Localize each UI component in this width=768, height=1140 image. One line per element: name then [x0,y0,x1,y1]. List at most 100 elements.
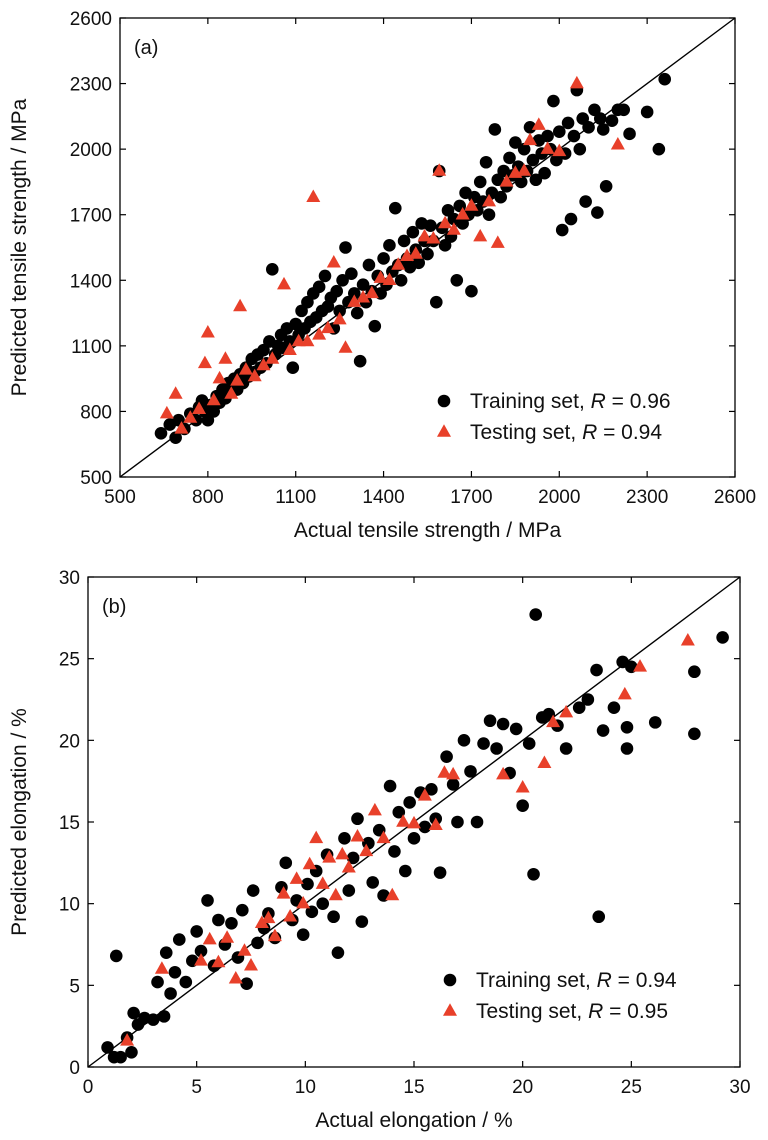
data-point [382,272,397,286]
x-tick-label: 20 [512,1077,533,1098]
data-point [437,765,452,778]
data-point [330,284,344,298]
data-point [359,843,374,857]
data-point [277,276,291,290]
data-point [451,815,464,829]
legend-stat-symbol: R [591,390,606,413]
data-point [537,755,552,768]
legend-text: Testing set, [470,421,582,444]
legend-stat-symbol: R [582,421,597,444]
data-point [322,850,337,863]
data-point [346,851,360,865]
data-point [582,120,595,134]
data-point [538,166,551,180]
data-point [607,701,621,714]
data-point [605,114,619,128]
data-point [499,174,514,187]
data-point [526,153,540,167]
legend-marker-testing [443,1003,457,1016]
data-point [406,225,420,239]
data-point [220,930,235,943]
data-point [523,120,537,134]
legend-label: Testing set, R = 0.94 [470,421,662,444]
data-point [396,814,411,827]
legend-marker-training [437,394,451,408]
data-point [230,373,245,386]
data-point [552,143,567,157]
data-point [421,247,434,261]
data-point [515,779,530,793]
data-point [465,284,478,298]
data-point [265,263,279,276]
data-point [276,886,291,899]
data-point [429,295,443,309]
data-point [157,1010,171,1023]
x-tick-label: 500 [104,487,136,508]
data-point [540,141,555,154]
legend-marker-training [443,973,457,987]
data-point [146,1013,160,1026]
data-point [168,965,182,979]
y-tick-label: 2000 [70,140,112,161]
data-point [151,975,164,989]
data-point [168,386,183,399]
data-point [333,304,346,318]
data-point [433,866,447,879]
data-point [716,631,729,644]
data-point [509,722,523,736]
data-point [517,163,532,176]
legend-label: Training set, R = 0.96 [470,390,671,413]
x-tick-label: 10 [295,1077,316,1098]
data-point [120,1033,135,1046]
data-point [541,129,554,143]
data-point [282,342,297,355]
data-point [450,273,464,287]
data-point [247,368,262,382]
data-point [291,333,306,347]
data-point [617,103,631,117]
data-point [351,812,364,826]
data-point [251,936,264,950]
data-point [438,215,453,229]
data-point [424,219,437,232]
data-point [202,931,217,945]
panel-b: 0 5 10 15 20 25 30 0 5 10 15 20 25 30 Actual elongatio… [8,568,751,1132]
data-point [315,876,330,889]
data-point [320,320,335,334]
data-point [159,405,174,419]
data-point [464,765,477,778]
data-point [305,905,319,919]
data-point [426,231,441,244]
data-point [483,714,497,728]
data-point [356,290,371,303]
y-tick-label: 10 [59,895,80,916]
data-point [522,737,536,750]
data-point [212,913,225,927]
data-point [417,788,432,801]
data-point [555,223,569,237]
data-point [211,954,226,968]
data-point [564,212,578,226]
data-point [567,129,581,143]
legend-text: Training set, [470,390,591,413]
data-point [523,132,537,146]
data-point [490,742,503,755]
legend-stat-symbol: R [597,969,612,992]
data-point [569,75,584,89]
y-tick-label: 15 [59,813,80,834]
data-point [428,817,443,831]
data-point [496,717,510,731]
data-point [473,228,488,242]
data-point [617,686,632,700]
data-point [479,155,493,169]
data-point [194,953,209,966]
y-tick-label: 30 [59,568,80,589]
y-tick-label: 500 [80,468,112,489]
data-point [516,799,529,812]
data-point [464,198,479,211]
y-tick-label: 0 [69,1058,80,1079]
data-point [326,255,341,268]
x-tick-label: 2600 [714,487,756,508]
data-point [306,189,321,202]
legend-stat-value: = 0.94 [612,969,677,992]
